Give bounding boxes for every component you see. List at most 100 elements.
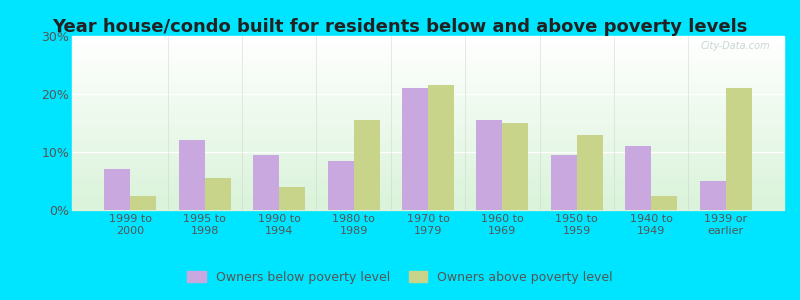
Bar (72, 156, 784, 158)
Bar (72, 36, 784, 38)
Bar (72, 60, 784, 62)
Bar (72, 112, 784, 114)
Bar (327, 161, 354, 210)
Bar (72, 184, 784, 186)
Bar (72, 130, 784, 132)
Bar (72, 53, 784, 55)
Bar (72, 92, 784, 93)
Bar (72, 125, 784, 127)
Bar (72, 137, 784, 139)
Bar (72, 193, 784, 194)
Bar (72, 102, 784, 104)
Bar (72, 161, 784, 163)
Bar (72, 116, 784, 118)
Bar (550, 155, 577, 210)
Bar (72, 114, 784, 116)
Bar (72, 149, 784, 151)
Bar (72, 58, 784, 60)
Bar (72, 194, 784, 196)
Bar (72, 201, 784, 203)
Bar (72, 97, 784, 99)
Bar (72, 40, 784, 41)
Bar (72, 196, 784, 198)
Bar (72, 73, 784, 74)
Bar (625, 146, 651, 210)
Bar (72, 172, 784, 173)
Bar (72, 147, 784, 149)
Bar (72, 128, 784, 130)
Bar (476, 120, 502, 210)
Bar (72, 123, 784, 125)
Bar (72, 177, 784, 179)
Bar (72, 119, 784, 121)
Bar (72, 46, 784, 48)
Bar (72, 189, 784, 191)
Bar (72, 146, 784, 147)
Bar (72, 144, 784, 146)
Bar (72, 90, 784, 92)
Bar (72, 71, 784, 73)
Bar (72, 57, 784, 58)
Bar (72, 104, 784, 106)
Bar (72, 95, 784, 97)
Bar (72, 167, 784, 168)
Bar (104, 169, 130, 210)
Bar (72, 139, 784, 140)
Text: Year house/condo built for residents below and above poverty levels: Year house/condo built for residents bel… (52, 18, 748, 36)
Bar (72, 78, 784, 80)
Bar (72, 111, 784, 112)
Bar (651, 196, 678, 210)
Bar (72, 52, 784, 53)
Bar (253, 155, 279, 210)
Bar (72, 205, 784, 206)
Bar (72, 173, 784, 175)
Bar (72, 107, 784, 109)
Bar (72, 80, 784, 81)
Bar (72, 81, 784, 83)
Bar (428, 85, 454, 210)
Bar (72, 45, 784, 46)
Bar (72, 55, 784, 57)
Bar (72, 208, 784, 210)
Bar (72, 186, 784, 188)
Bar (72, 109, 784, 111)
Text: City-Data.com: City-Data.com (700, 41, 770, 51)
Bar (72, 179, 784, 180)
Bar (72, 106, 784, 107)
Bar (72, 43, 784, 45)
Bar (72, 158, 784, 160)
Bar (72, 86, 784, 88)
Bar (72, 198, 784, 200)
Bar (72, 66, 784, 67)
Bar (72, 203, 784, 205)
Bar (72, 41, 784, 43)
Bar (72, 38, 784, 40)
Bar (72, 118, 784, 119)
Bar (502, 123, 529, 210)
Bar (72, 93, 784, 95)
Bar (72, 99, 784, 100)
Bar (178, 140, 205, 210)
Bar (130, 196, 157, 210)
Bar (205, 178, 231, 210)
Bar (72, 134, 784, 135)
Bar (72, 170, 784, 172)
Bar (72, 135, 784, 137)
Bar (72, 180, 784, 182)
Bar (402, 88, 428, 210)
Legend: Owners below poverty level, Owners above poverty level: Owners below poverty level, Owners above… (183, 267, 617, 288)
Bar (72, 121, 784, 123)
Bar (279, 187, 306, 210)
Bar (72, 85, 784, 86)
Bar (72, 132, 784, 134)
Bar (72, 140, 784, 142)
Bar (72, 48, 784, 50)
Bar (72, 151, 784, 153)
Bar (72, 168, 784, 170)
Bar (72, 62, 784, 64)
Bar (72, 64, 784, 66)
Bar (72, 188, 784, 189)
Bar (72, 69, 784, 71)
Bar (72, 50, 784, 52)
Bar (726, 88, 752, 210)
